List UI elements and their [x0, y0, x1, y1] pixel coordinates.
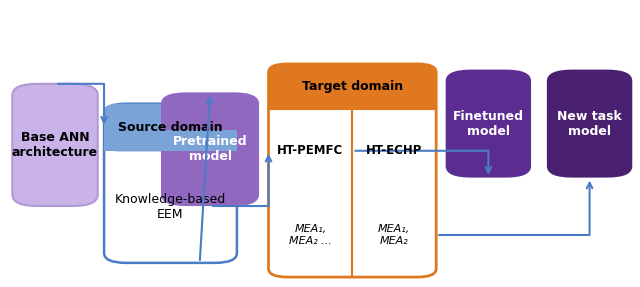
Text: Source domain: Source domain [118, 121, 223, 134]
Bar [269, 86, 436, 109]
Text: Base ANN
architecture: Base ANN architecture [12, 131, 98, 159]
FancyBboxPatch shape [547, 70, 632, 178]
Text: MEA₁,
MEA₂: MEA₁, MEA₂ [378, 224, 410, 246]
FancyBboxPatch shape [161, 92, 259, 206]
FancyBboxPatch shape [104, 104, 237, 152]
FancyBboxPatch shape [269, 64, 436, 109]
Text: Knowledge-based
EEM: Knowledge-based EEM [115, 193, 226, 221]
FancyBboxPatch shape [12, 84, 98, 206]
FancyBboxPatch shape [104, 104, 237, 263]
FancyBboxPatch shape [445, 70, 531, 178]
Text: Finetuned
model: Finetuned model [453, 110, 524, 137]
Text: HT-PEMFC: HT-PEMFC [277, 144, 344, 157]
Text: Target domain: Target domain [302, 80, 403, 93]
Text: Pretrained
model: Pretrained model [173, 135, 247, 163]
FancyBboxPatch shape [269, 64, 436, 277]
Text: MEA₁,
MEA₂ ...: MEA₁, MEA₂ ... [289, 224, 332, 246]
Text: HT-ECHP: HT-ECHP [366, 144, 422, 157]
Text: New task
model: New task model [557, 110, 622, 137]
Bar [104, 130, 237, 152]
